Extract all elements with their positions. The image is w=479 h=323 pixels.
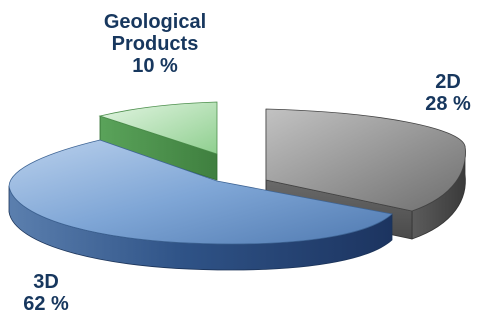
label-3d-value: 62 % <box>23 293 69 315</box>
label-2d: 2D 28 % <box>418 71 478 115</box>
label-geological-products: Geological Products 10 % <box>75 11 235 77</box>
slice-2d-top <box>265 108 466 212</box>
label-geological-products-name-line2: Products <box>111 33 199 55</box>
label-3d: 3D 62 % <box>6 271 86 315</box>
label-geological-products-name-line1: Geological <box>103 11 207 33</box>
slice-geological-products <box>98 101 218 181</box>
label-2d-name: 2D <box>435 71 461 93</box>
label-3d-name: 3D <box>33 271 59 293</box>
label-geological-products-value: 10 % <box>132 55 178 77</box>
slice-3d-top <box>8 139 393 245</box>
slice-geological-products-top <box>98 101 218 155</box>
label-2d-value: 28 % <box>425 93 471 115</box>
slice-3d <box>8 139 393 271</box>
